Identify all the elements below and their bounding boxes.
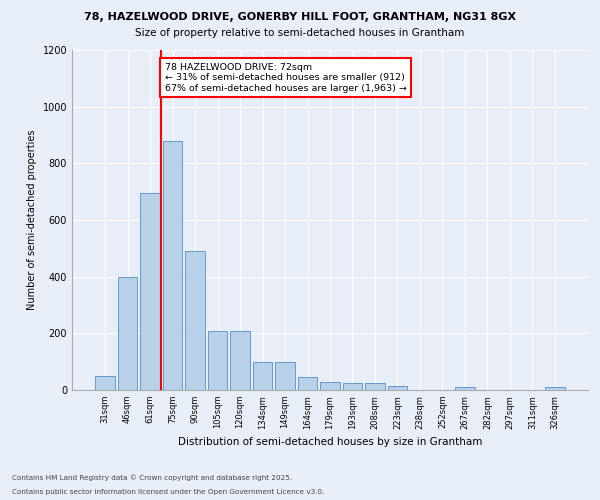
Bar (95, 376, 115, 390)
Bar (388, 386, 407, 390)
Bar (118, 276, 137, 390)
Bar (230, 330, 250, 390)
Bar (365, 383, 385, 390)
Text: Contains HM Land Registry data © Crown copyright and database right 2025.: Contains HM Land Registry data © Crown c… (12, 474, 292, 481)
Bar (163, 140, 182, 390)
Bar (343, 383, 362, 390)
Text: 78 HAZELWOOD DRIVE: 72sqm
← 31% of semi-detached houses are smaller (912)
67% of: 78 HAZELWOOD DRIVE: 72sqm ← 31% of semi-… (164, 62, 407, 92)
Text: Contains public sector information licensed under the Open Government Licence v3: Contains public sector information licen… (12, 489, 325, 495)
Bar (140, 193, 160, 390)
Bar (185, 251, 205, 390)
Bar (253, 362, 272, 390)
Y-axis label: Number of semi-detached properties: Number of semi-detached properties (27, 130, 37, 310)
X-axis label: Distribution of semi-detached houses by size in Grantham: Distribution of semi-detached houses by … (178, 437, 482, 447)
Text: Size of property relative to semi-detached houses in Grantham: Size of property relative to semi-detach… (136, 28, 464, 38)
Bar (275, 362, 295, 390)
Bar (208, 330, 227, 390)
Bar (545, 387, 565, 390)
Bar (455, 387, 475, 390)
Text: 78, HAZELWOOD DRIVE, GONERBY HILL FOOT, GRANTHAM, NG31 8GX: 78, HAZELWOOD DRIVE, GONERBY HILL FOOT, … (84, 12, 516, 22)
Bar (320, 382, 340, 390)
Bar (298, 377, 317, 390)
